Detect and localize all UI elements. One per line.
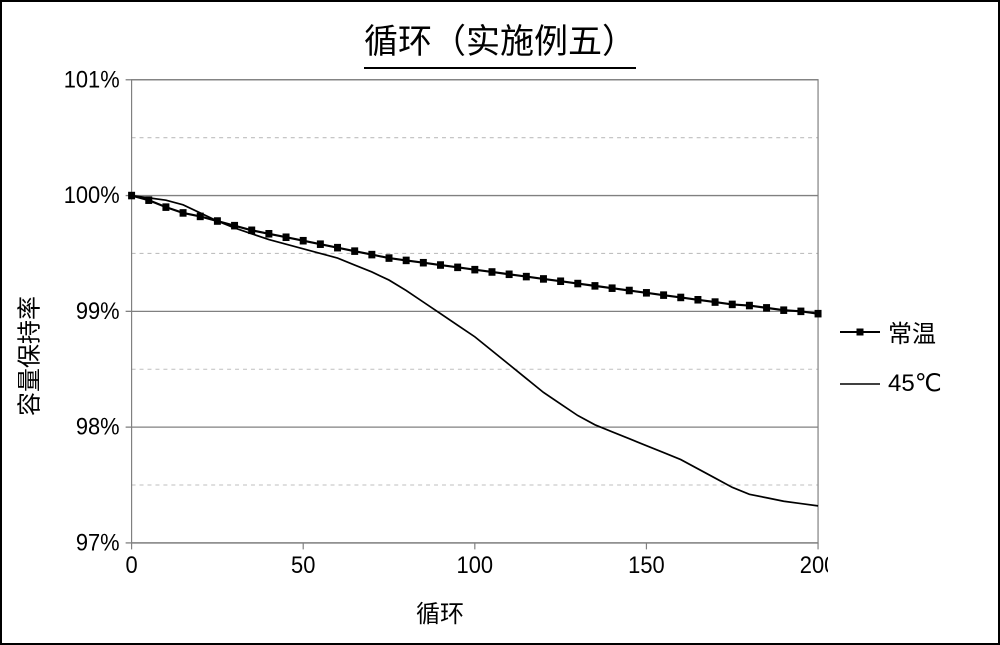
chart-body: 容量保持率 0 50 100 150 200 97% 98% 99% 100% 101% 循环 常… bbox=[2, 69, 998, 643]
series-marker bbox=[214, 217, 221, 225]
legend-swatch bbox=[838, 376, 882, 392]
series-marker bbox=[180, 209, 187, 217]
legend-label: 45℃ bbox=[888, 369, 942, 398]
series-marker bbox=[300, 237, 307, 245]
series-marker bbox=[540, 275, 547, 283]
series-marker bbox=[145, 196, 152, 204]
series-marker bbox=[780, 306, 787, 314]
series-marker bbox=[557, 277, 564, 285]
series-marker bbox=[626, 287, 633, 295]
chart-frame: 循环（实施例五） 容量保持率 0 50 100 150 200 97% 98% 99% 100%… bbox=[0, 0, 1000, 645]
legend-item: 常温 bbox=[838, 314, 988, 349]
series-marker bbox=[729, 301, 736, 309]
xtick-label: 100 bbox=[457, 551, 494, 578]
series-marker bbox=[128, 192, 135, 200]
series-marker bbox=[489, 268, 496, 276]
series-marker bbox=[815, 310, 822, 318]
series-marker bbox=[162, 203, 169, 211]
series-marker bbox=[386, 254, 393, 262]
plot-column: 0 50 100 150 200 97% 98% 99% 100% 101% 循环 bbox=[52, 69, 838, 643]
series-marker bbox=[471, 266, 478, 274]
series-marker bbox=[334, 244, 341, 252]
series-marker bbox=[643, 289, 650, 297]
series-marker bbox=[403, 257, 410, 265]
ytick-label: 98% bbox=[76, 413, 120, 440]
xtick-label: 0 bbox=[126, 551, 138, 578]
series-marker bbox=[506, 271, 513, 279]
series-marker bbox=[660, 291, 667, 299]
series-marker bbox=[712, 298, 719, 306]
series-marker bbox=[797, 308, 804, 316]
xtick-label: 150 bbox=[628, 551, 665, 578]
chart-title: 循环（实施例五） bbox=[364, 14, 636, 69]
series-marker bbox=[368, 251, 375, 259]
series-marker bbox=[197, 213, 204, 221]
yaxis-label: 容量保持率 bbox=[10, 296, 45, 416]
legend-label: 常温 bbox=[888, 314, 936, 349]
ytick-label: 100% bbox=[64, 181, 120, 208]
series-marker bbox=[591, 282, 598, 290]
series-marker bbox=[763, 304, 770, 312]
series-marker bbox=[574, 280, 581, 288]
series-marker bbox=[523, 273, 530, 281]
yaxis-label-wrap: 容量保持率 bbox=[2, 69, 52, 643]
ytick-label: 101% bbox=[64, 69, 120, 93]
series-marker bbox=[420, 259, 427, 267]
series-marker bbox=[231, 222, 238, 230]
series-marker bbox=[283, 233, 290, 241]
xtick-label: 50 bbox=[291, 551, 315, 578]
xaxis-label-wrap: 循环 bbox=[52, 586, 828, 643]
xaxis-label: 循环 bbox=[416, 601, 464, 628]
legend-swatch bbox=[838, 324, 882, 340]
plot-area: 0 50 100 150 200 97% 98% 99% 100% 101% bbox=[52, 69, 828, 586]
xtick-label: 200 bbox=[800, 551, 828, 578]
series-marker bbox=[265, 230, 272, 238]
title-wrap: 循环（实施例五） bbox=[2, 2, 998, 69]
series-marker bbox=[351, 247, 358, 255]
ytick-label: 97% bbox=[76, 529, 120, 556]
series-marker bbox=[609, 284, 616, 292]
series-marker bbox=[248, 227, 255, 235]
series-marker bbox=[437, 261, 444, 269]
ytick-label: 99% bbox=[76, 297, 120, 324]
series-marker bbox=[454, 264, 461, 272]
series-marker bbox=[694, 296, 701, 304]
series-marker bbox=[746, 302, 753, 310]
legend-item: 45℃ bbox=[838, 369, 988, 398]
series-marker bbox=[677, 294, 684, 302]
legend: 常温 45℃ bbox=[838, 69, 998, 643]
plot-svg: 0 50 100 150 200 97% 98% 99% 100% 101% bbox=[52, 69, 828, 586]
series-marker bbox=[317, 240, 324, 248]
